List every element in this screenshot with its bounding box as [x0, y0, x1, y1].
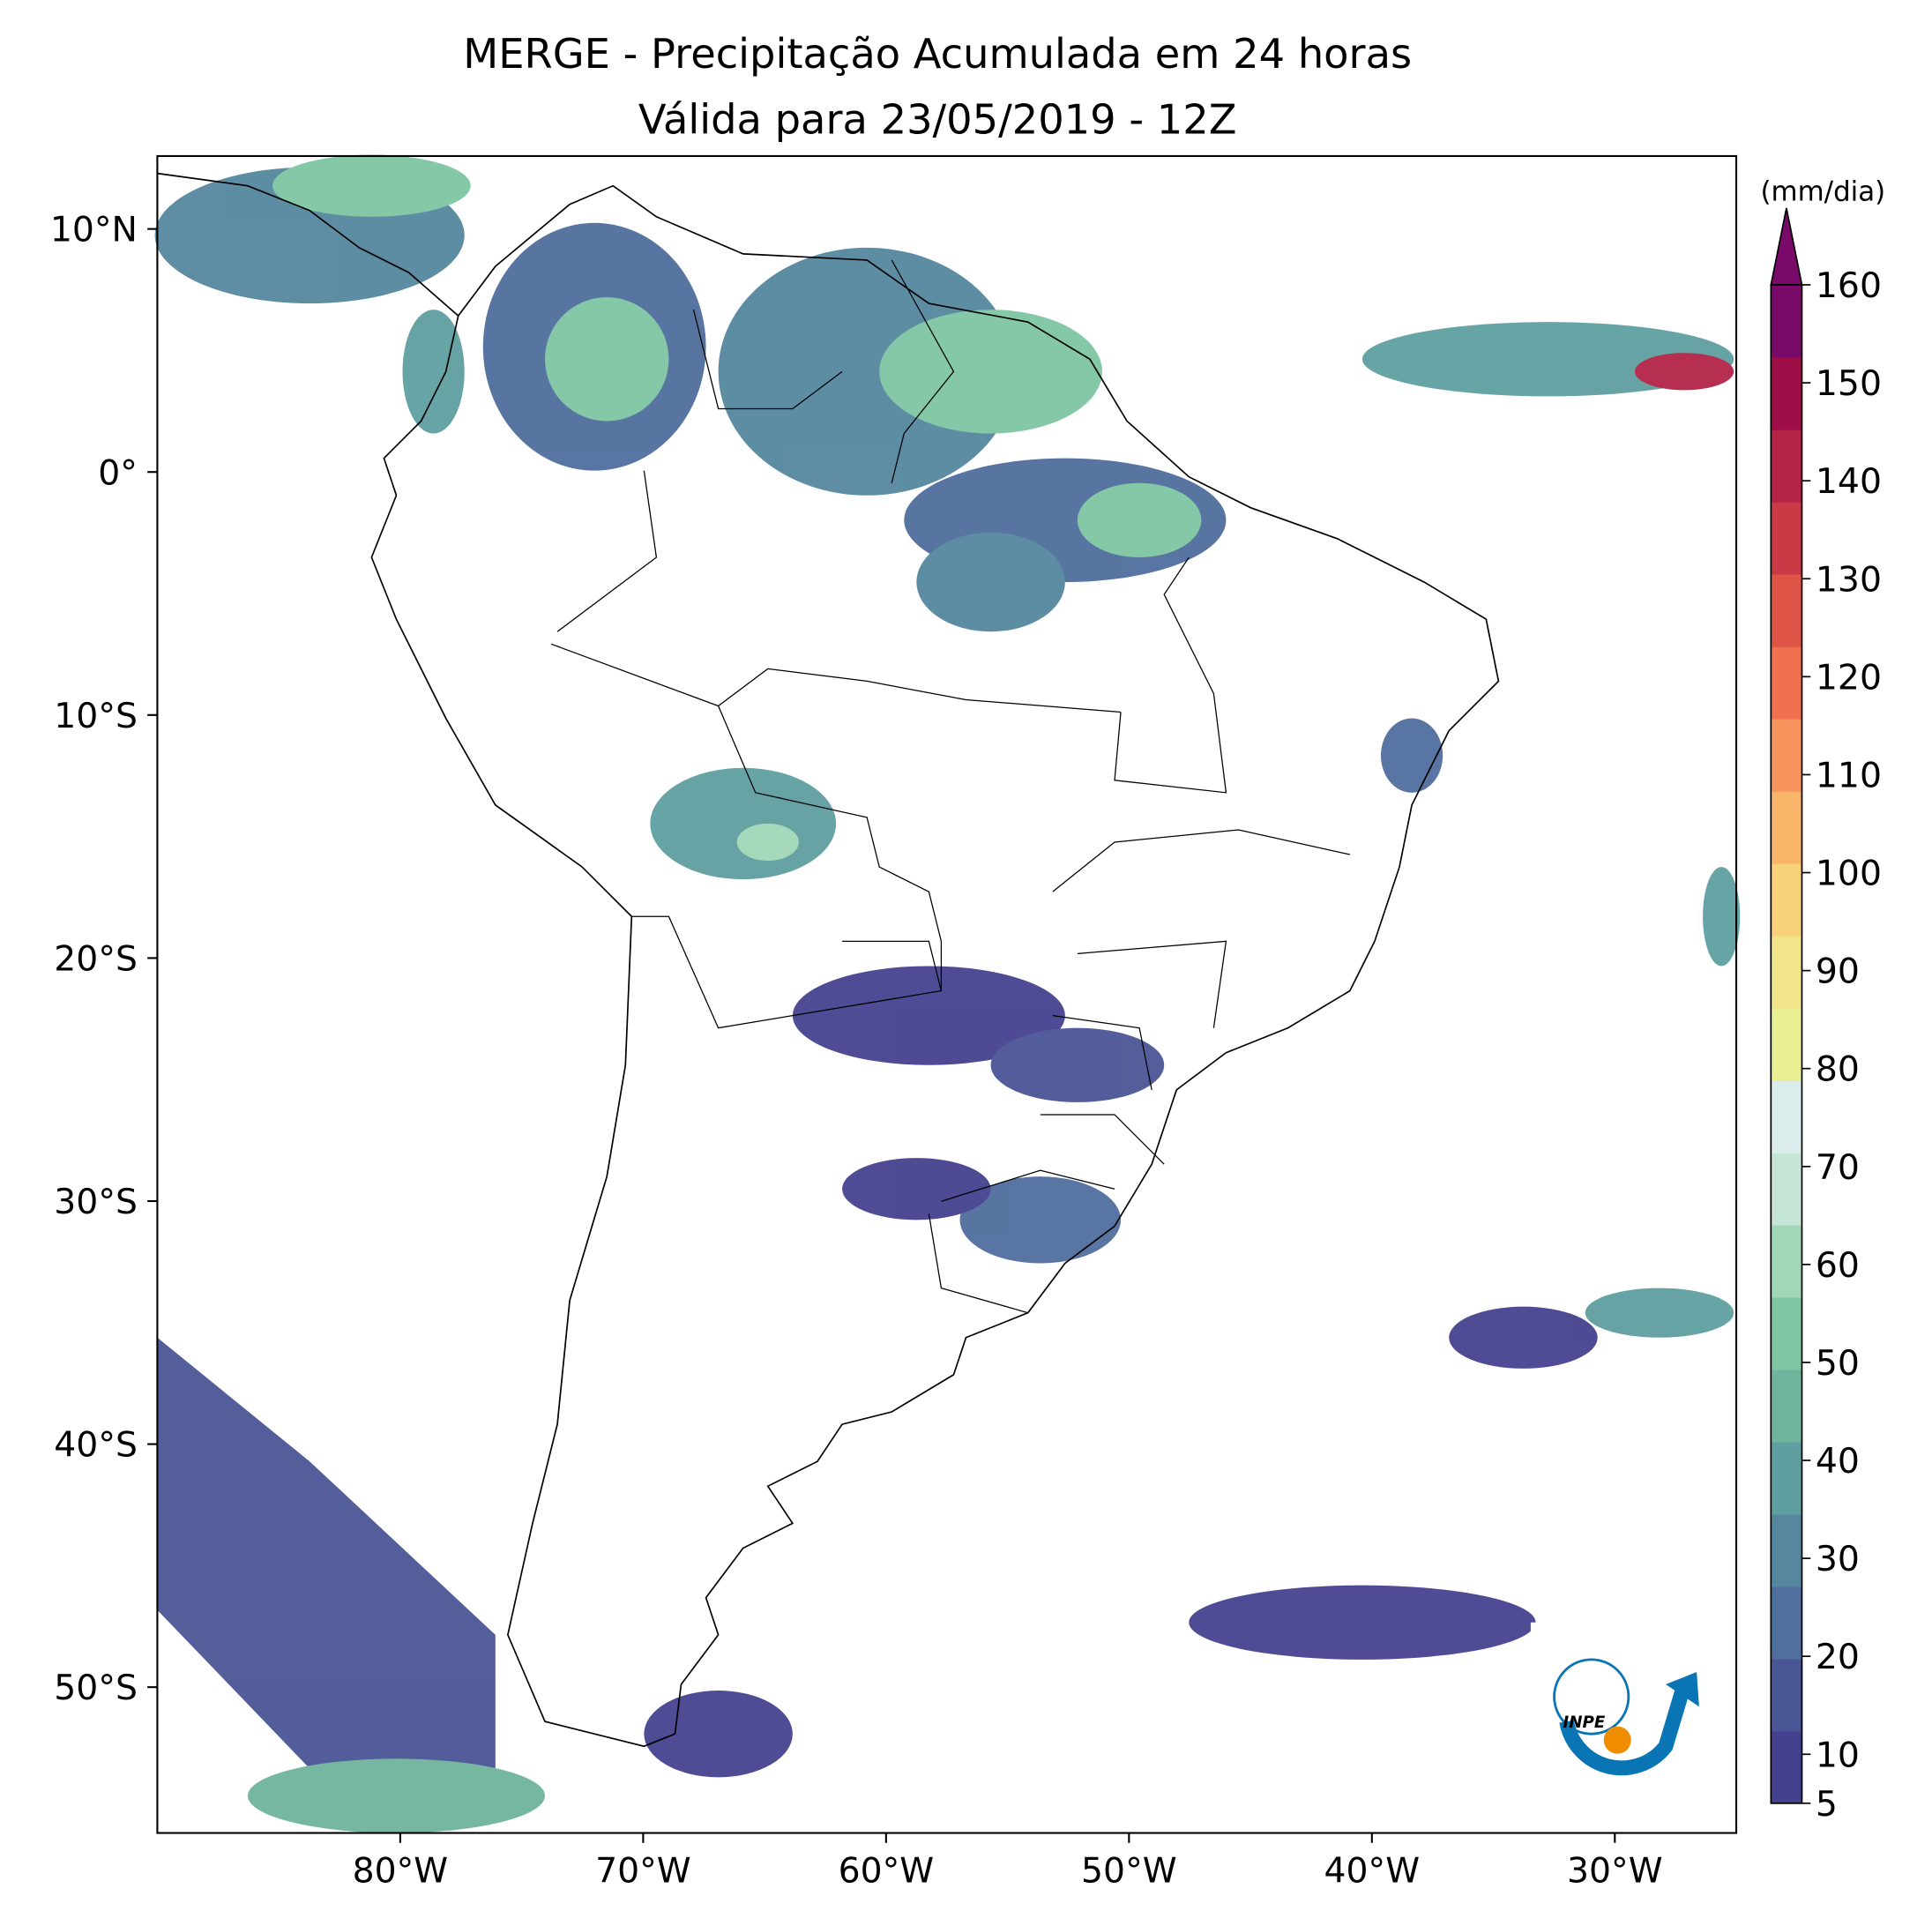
colorbar-band [1771, 357, 1802, 430]
colorbar-frame [1770, 284, 1803, 1804]
y-tick-label: 10°N [50, 211, 138, 250]
colorbar-band [1771, 501, 1802, 575]
logo-text: INPE [1563, 1713, 1605, 1732]
x-tick-label: 40°W [1324, 1852, 1421, 1892]
x-tick-label: 60°W [839, 1852, 935, 1892]
colorbar-tick-label: 160 [1816, 266, 1882, 306]
colorbar-band [1771, 1513, 1802, 1587]
colorbar-band [1771, 1369, 1802, 1443]
colorbar-tick-label: 90 [1816, 952, 1860, 992]
y-tick-label: 0° [98, 453, 138, 493]
colorbar-tick-label: 10 [1816, 1736, 1860, 1775]
colorbar-band [1771, 1441, 1802, 1515]
borders [550, 259, 1351, 1314]
colorbar-band [1771, 1079, 1802, 1153]
colorbar-band [1771, 285, 1802, 358]
y-tick-label: 40°S [54, 1426, 138, 1466]
x-tick-label: 30°W [1567, 1852, 1663, 1892]
map-area [154, 154, 1741, 1833]
colorbar-label: (mm/dia) [1760, 176, 1885, 208]
colorbar-band [1771, 573, 1802, 647]
y-tick-label: 10°S [54, 697, 138, 736]
colorbar-tick-label: 110 [1816, 756, 1882, 795]
title: MERGE - Precipitação Acumulada em 24 hor… [463, 30, 1412, 78]
precipitation-field [154, 154, 1741, 1833]
colorbar-tick-label: 100 [1816, 855, 1882, 894]
colorbar-band [1771, 429, 1802, 503]
colorbar-band [1771, 1224, 1802, 1298]
colorbar-band [1771, 1658, 1802, 1732]
colorbar-tick-label: 60 [1816, 1246, 1860, 1286]
colorbar-tick-label: 5 [1816, 1785, 1838, 1825]
colorbar-band [1771, 1296, 1802, 1370]
colorbar-tick-label: 140 [1816, 462, 1882, 502]
colorbar-tick-label: 40 [1816, 1442, 1860, 1482]
map-frame [156, 154, 1738, 1834]
colorbar-band [1771, 1152, 1802, 1226]
x-tick-label: 50°W [1081, 1852, 1177, 1892]
colorbar-tick-label: 80 [1816, 1050, 1860, 1090]
colorbar-band [1771, 1730, 1802, 1804]
y-tick-label: 30°S [54, 1183, 138, 1222]
logo: INPE [1530, 1622, 1719, 1809]
colorbar-tick-label: 120 [1816, 658, 1882, 698]
colorbar-tick-label: 30 [1816, 1540, 1860, 1579]
colorbar-band [1771, 718, 1802, 792]
colorbar-band [1771, 1586, 1802, 1660]
colorbar-band [1771, 646, 1802, 720]
colorbar-band [1771, 935, 1802, 1009]
y-tick-label: 50°S [54, 1668, 138, 1708]
x-tick-label: 70°W [595, 1852, 691, 1892]
colorbar-extend [1770, 207, 1803, 286]
colorbar-tick-label: 70 [1816, 1148, 1860, 1188]
colorbar-band [1771, 862, 1802, 937]
colorbar-tick-label: 130 [1816, 560, 1882, 600]
colorbar-tick-label: 50 [1816, 1344, 1860, 1384]
subtitle: Válida para 23/05/2019 - 12Z [638, 96, 1237, 144]
colorbar-band [1771, 1007, 1802, 1081]
colorbar-tick-label: 150 [1816, 364, 1882, 404]
colorbar-band [1771, 790, 1802, 864]
colorbar-tick-label: 20 [1816, 1638, 1860, 1677]
y-tick-label: 20°S [54, 939, 138, 979]
x-tick-label: 80°W [353, 1852, 449, 1892]
